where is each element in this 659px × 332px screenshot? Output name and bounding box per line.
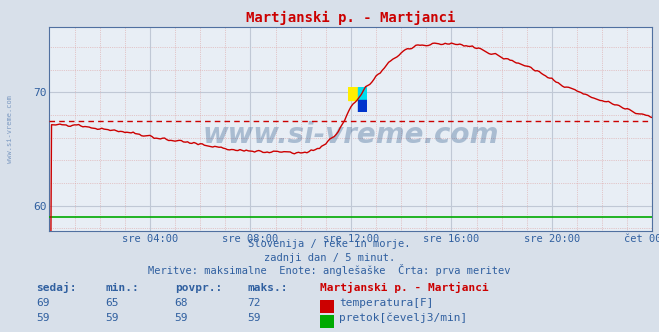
Text: 68: 68 xyxy=(175,298,188,308)
Text: 69: 69 xyxy=(36,298,49,308)
Text: maks.:: maks.: xyxy=(247,283,287,293)
Text: zadnji dan / 5 minut.: zadnji dan / 5 minut. xyxy=(264,253,395,263)
Text: min.:: min.: xyxy=(105,283,139,293)
Text: 59: 59 xyxy=(105,313,119,323)
Text: pretok[čevelj3/min]: pretok[čevelj3/min] xyxy=(339,313,468,323)
Text: sedaj:: sedaj: xyxy=(36,282,76,293)
Text: Martjanski p. - Martjanci: Martjanski p. - Martjanci xyxy=(320,282,488,293)
Text: Slovenija / reke in morje.: Slovenija / reke in morje. xyxy=(248,239,411,249)
Text: 65: 65 xyxy=(105,298,119,308)
Text: povpr.:: povpr.: xyxy=(175,283,222,293)
Text: 59: 59 xyxy=(247,313,260,323)
Text: 59: 59 xyxy=(175,313,188,323)
Text: www.si-vreme.com: www.si-vreme.com xyxy=(203,121,499,149)
Text: 72: 72 xyxy=(247,298,260,308)
Text: www.si-vreme.com: www.si-vreme.com xyxy=(7,95,13,163)
Text: Meritve: maksimalne  Enote: anglešaške  Črta: prva meritev: Meritve: maksimalne Enote: anglešaške Čr… xyxy=(148,264,511,276)
Text: temperatura[F]: temperatura[F] xyxy=(339,298,434,308)
Title: Martjanski p. - Martjanci: Martjanski p. - Martjanci xyxy=(246,11,455,25)
Text: 59: 59 xyxy=(36,313,49,323)
